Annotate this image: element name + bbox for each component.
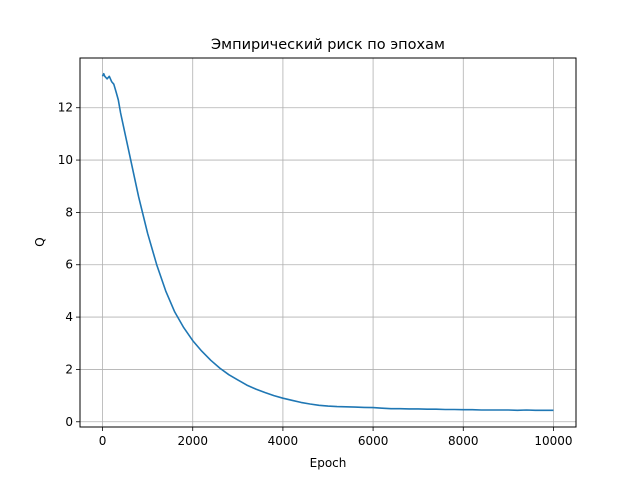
x-tick-label: 4000 bbox=[268, 434, 299, 448]
x-tick-label: 8000 bbox=[448, 434, 479, 448]
grid bbox=[80, 58, 576, 427]
series-layer bbox=[101, 72, 554, 412]
x-tick-label: 2000 bbox=[177, 434, 208, 448]
plot-frame bbox=[79, 57, 577, 428]
y-tick-label: 4 bbox=[65, 310, 73, 324]
x-tick-label: 10000 bbox=[534, 434, 572, 448]
x-tick-label: 0 bbox=[99, 434, 107, 448]
y-tick-label: 12 bbox=[58, 101, 73, 115]
x-axis-label: Epoch bbox=[310, 456, 347, 470]
y-tick-label: 0 bbox=[65, 415, 73, 429]
y-tick-label: 8 bbox=[65, 205, 73, 219]
y-tick-label: 2 bbox=[65, 362, 73, 376]
x-tick-label: 6000 bbox=[358, 434, 389, 448]
y-tick-label: 6 bbox=[65, 258, 73, 272]
series-line bbox=[101, 72, 554, 412]
tick-marks: 0 2000 4000 6000 8000 10000 0 2 4 6 8 10 12 bbox=[58, 101, 573, 448]
chart-title: Эмпирический риск по эпохам bbox=[211, 37, 445, 53]
y-tick-label: 10 bbox=[58, 153, 73, 167]
y-axis-label: Q bbox=[33, 237, 47, 246]
